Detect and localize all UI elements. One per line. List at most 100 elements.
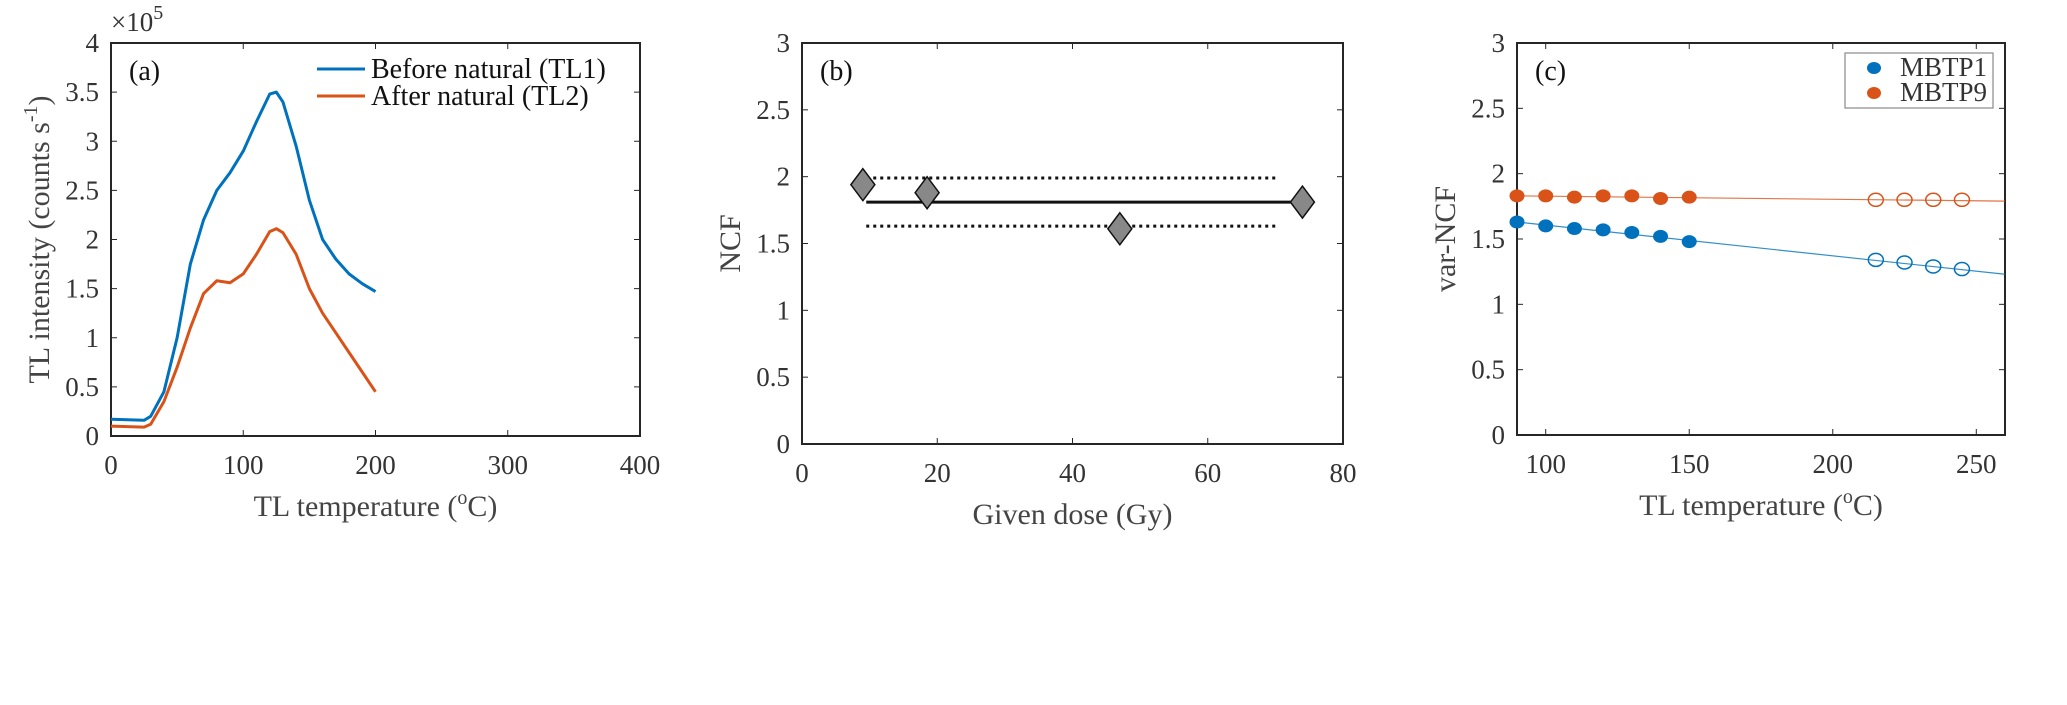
data-point-filled [1538, 219, 1554, 233]
y-tick-label: 1 [86, 323, 100, 353]
axes-box [801, 42, 1344, 445]
legend-label: Before natural (TL1) [371, 54, 606, 85]
label-part: ×10 [111, 7, 153, 37]
data-point-open [1867, 192, 1885, 208]
y-tick-label: 2.5 [1471, 93, 1505, 123]
x-tick-label: 0 [104, 450, 118, 480]
panel-c: 100 150 200 250 0 0.5 1 1.5 2 2.5 3 (c) TL temperatu… [1429, 28, 2006, 522]
legend-label: After natural (TL2) [371, 81, 589, 112]
legend-label: MBTP9 [1900, 77, 1987, 107]
y-tick-label: 2 [777, 162, 791, 192]
label-part: ) [23, 95, 56, 105]
fit-line [1516, 195, 2006, 202]
label-part: NCF [714, 214, 747, 272]
panel-a: 0 100 200 300 400 0 0.5 1 1.5 2 2.5 3 3.5 4 (a) TL temp… [20, 2, 660, 523]
axis-exponent: ×105 [111, 2, 163, 37]
x-tick-label: 100 [223, 450, 264, 480]
data-point-filled [1653, 229, 1669, 243]
data-point-open [1896, 255, 1913, 270]
data-point-diamond [849, 167, 876, 202]
data-point-open [1924, 192, 1942, 208]
x-tick-label: 40 [1059, 458, 1086, 488]
x-tick-label: 0 [795, 458, 809, 488]
y-tick-label: 1.5 [1471, 224, 1505, 254]
x-tick-label: 100 [1525, 449, 1566, 479]
panel-label: (a) [129, 56, 160, 87]
x-tick-label: 250 [1956, 449, 1997, 479]
y-tick-label: 2.5 [756, 95, 790, 125]
legend-label: MBTP1 [1900, 52, 1987, 82]
label-part: Given dose (Gy) [973, 498, 1173, 531]
data-point-filled [1509, 215, 1525, 229]
y-tick-label: 3 [777, 28, 791, 58]
x-tick-label: 300 [488, 450, 529, 480]
data-point-diamond [914, 175, 941, 210]
data-point-filled [1566, 190, 1582, 204]
data-point-filled [1681, 235, 1697, 249]
data-point-open [1924, 259, 1942, 274]
label-part: var-NCF [1429, 186, 1462, 292]
y-tick-label: 0 [86, 421, 100, 451]
data-point-open [1896, 192, 1913, 208]
label-part: C) [467, 490, 497, 523]
label-part: 5 [153, 2, 163, 24]
y-axis-label: var-NCF [1429, 186, 1462, 292]
data-point-diamond [1106, 211, 1133, 247]
legend-marker [1867, 87, 1881, 99]
y-tick-label: 1 [777, 295, 791, 325]
panel-label: (b) [820, 56, 853, 87]
y-tick-label: 1.5 [756, 229, 790, 259]
data-point-filled [1653, 191, 1669, 205]
data-point-open [1867, 252, 1885, 268]
y-tick-label: 3 [86, 126, 100, 156]
x-axis-label: TL temperature (oC) [254, 487, 498, 523]
label-part: -1 [20, 105, 42, 122]
data-point-diamond [1289, 184, 1316, 220]
data-point-open [1953, 192, 1971, 208]
y-tick-label: 0.5 [1471, 355, 1505, 385]
y-tick-label: 0.5 [65, 372, 99, 402]
y-tick-label: 1.5 [65, 274, 99, 304]
label-part: TL intensity (counts s [23, 122, 56, 383]
x-tick-label: 150 [1669, 449, 1710, 479]
x-tick-label: 60 [1194, 458, 1221, 488]
label-part: C) [1853, 489, 1883, 522]
data-point-filled [1624, 189, 1640, 203]
x-tick-label: 200 [355, 450, 396, 480]
data-point-filled [1538, 189, 1554, 203]
fit-line [1516, 221, 2006, 275]
y-tick-label: 2.5 [65, 175, 99, 205]
data-point-filled [1595, 223, 1611, 237]
data-point-open [1953, 261, 1971, 277]
data-point-filled [1624, 225, 1640, 239]
x-axis-label: TL temperature (oC) [1639, 486, 1883, 522]
panel-b: 0 20 40 60 80 0 0.5 1 1.5 2 2.5 3 (b) Given dose (Gy)… [714, 28, 1357, 531]
series-line-tl1 [110, 90, 377, 422]
label-part: o [1843, 486, 1853, 508]
x-tick-label: 80 [1330, 458, 1357, 488]
y-tick-label: 2 [1492, 159, 1506, 189]
legend-box [1844, 52, 1994, 109]
label-part: TL temperature ( [1639, 489, 1843, 522]
label-part: TL temperature ( [254, 490, 458, 523]
series-line-tl2 [110, 227, 377, 429]
y-tick-label: 1 [1492, 289, 1506, 319]
y-tick-label: 2 [86, 225, 100, 255]
x-axis-label: Given dose (Gy) [973, 498, 1173, 531]
y-tick-label: 4 [86, 28, 100, 58]
x-tick-label: 200 [1813, 449, 1854, 479]
data-point-filled [1509, 189, 1525, 203]
data-point-filled [1681, 190, 1697, 204]
x-tick-label: 400 [620, 450, 661, 480]
y-tick-label: 3 [1492, 28, 1506, 58]
y-tick-label: 0.5 [756, 362, 790, 392]
y-axis-label: TL intensity (counts s-1) [20, 95, 56, 383]
x-tick-label: 20 [924, 458, 951, 488]
data-point-filled [1595, 189, 1611, 203]
panel-label: (c) [1535, 56, 1566, 87]
y-axis-label: NCF [714, 214, 747, 272]
y-tick-label: 0 [777, 429, 791, 459]
legend-marker [1867, 62, 1881, 74]
label-part: o [457, 487, 467, 509]
